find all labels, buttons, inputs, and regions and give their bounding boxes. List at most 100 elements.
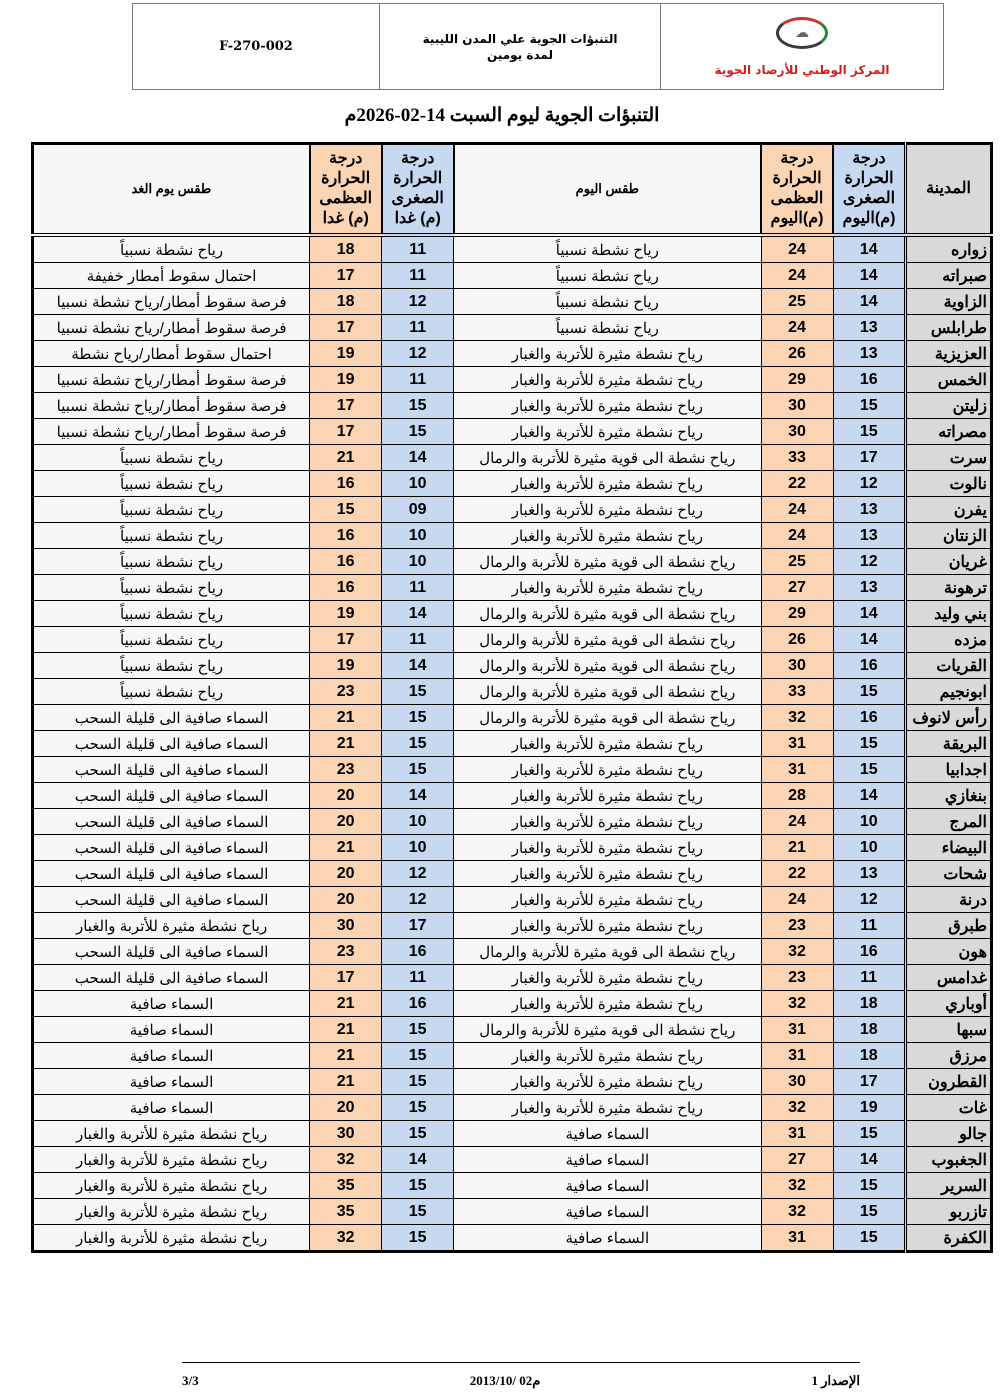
cell-weather-tomorrow: فرصة سقوط أمطار/رياح نشطة نسبيا bbox=[31, 392, 311, 419]
cell-min-tomorrow: 16 bbox=[381, 990, 455, 1017]
table-row: مصراته 15 30 رياح نشطة مثيرة للأتربة والغبا… bbox=[31, 418, 992, 445]
cell-city: صبراته bbox=[904, 262, 992, 289]
cell-min-today: 13 bbox=[832, 860, 906, 887]
cell-city: زليتن bbox=[904, 392, 992, 419]
cell-weather-tomorrow: رياح نشطة نسبياً bbox=[31, 626, 311, 653]
cell-min-tomorrow: 15 bbox=[381, 1198, 455, 1225]
cell-weather-tomorrow: فرصة سقوط أمطار/رياح نشطة نسبيا bbox=[31, 366, 311, 393]
cell-weather-tomorrow: السماء صافية الى قليلة السحب bbox=[31, 730, 311, 757]
cell-weather-today: رياح نشطة مثيرة للأتربة والغبار bbox=[453, 782, 762, 809]
cell-city: أوباري bbox=[904, 990, 992, 1017]
cell-weather-today: رياح نشطة نسبياً bbox=[453, 234, 762, 263]
cell-weather-today: رياح نشطة مثيرة للأتربة والغبار bbox=[453, 522, 762, 549]
cell-weather-today: رياح نشطة الى قوية مثيرة للأتربة والرمال bbox=[453, 652, 762, 679]
cell-city: جالو bbox=[904, 1120, 992, 1147]
cell-max-today: 24 bbox=[760, 314, 834, 341]
cell-min-today: 10 bbox=[832, 808, 906, 835]
cell-min-today: 15 bbox=[832, 392, 906, 419]
col-weather-tomorrow: طقس يوم الغد bbox=[31, 142, 311, 237]
cell-weather-today: رياح نشطة مثيرة للأتربة والغبار bbox=[453, 990, 762, 1017]
cell-city: طبرق bbox=[904, 912, 992, 939]
cell-weather-today: رياح نشطة مثيرة للأتربة والغبار bbox=[453, 834, 762, 861]
cell-weather-tomorrow: السماء صافية الى قليلة السحب bbox=[31, 756, 311, 783]
cell-max-today: 32 bbox=[760, 1172, 834, 1199]
col-max-today: درجة الحرارة العظمى (م)اليوم bbox=[760, 142, 834, 237]
cell-city: العزيزية bbox=[904, 340, 992, 367]
cell-min-today: 15 bbox=[832, 1120, 906, 1147]
table-row: زليتن 15 30 رياح نشطة مثيرة للأتربة والغبار… bbox=[31, 392, 992, 419]
cell-weather-tomorrow: السماء صافية الى قليلة السحب bbox=[31, 886, 311, 913]
document-title-line1: التنبؤات الجوية علي المدن الليبية bbox=[422, 31, 618, 46]
cell-min-tomorrow: 15 bbox=[381, 1172, 455, 1199]
cell-city: شحات bbox=[904, 860, 992, 887]
cell-weather-tomorrow: السماء صافية bbox=[31, 1094, 311, 1121]
cell-city: القطرون bbox=[904, 1068, 992, 1095]
cell-max-tomorrow: 23 bbox=[309, 938, 383, 965]
cell-max-tomorrow: 30 bbox=[309, 912, 383, 939]
cell-max-tomorrow: 32 bbox=[309, 1224, 383, 1252]
cell-weather-tomorrow: السماء صافية bbox=[31, 1042, 311, 1069]
table-row: زواره 14 24 رياح نشطة نسبياً 11 18 رياح نشطة ن… bbox=[31, 234, 992, 263]
cell-max-tomorrow: 20 bbox=[309, 860, 383, 887]
cell-weather-today: رياح نشطة نسبياً bbox=[453, 314, 762, 341]
cell-min-today: 12 bbox=[832, 470, 906, 497]
cell-weather-today: رياح نشطة مثيرة للأتربة والغبار bbox=[453, 1094, 762, 1121]
col-max-tomorrow: درجة الحرارة العظمى (م) غدا bbox=[308, 142, 383, 237]
cell-city: زواره bbox=[904, 234, 992, 263]
cell-weather-tomorrow: رياح نشطة نسبياً bbox=[31, 652, 311, 679]
col-min-today: درجة الحرارة الصغرى (م)اليوم bbox=[832, 142, 907, 237]
cell-city: يفرن bbox=[904, 496, 992, 523]
cell-city: سبها bbox=[904, 1016, 992, 1043]
cell-max-tomorrow: 20 bbox=[309, 782, 383, 809]
weather-logo-icon: ☁ bbox=[776, 16, 828, 49]
cell-max-today: 33 bbox=[760, 444, 834, 471]
version: الإصدار 1 bbox=[811, 1373, 860, 1388]
cell-max-today: 31 bbox=[760, 756, 834, 783]
cell-min-tomorrow: 11 bbox=[381, 626, 455, 653]
cell-max-today: 26 bbox=[760, 626, 834, 653]
cell-min-today: 15 bbox=[832, 756, 906, 783]
cell-min-today: 14 bbox=[832, 626, 906, 653]
col-min-tomorrow: درجة الحرارة الصغرى (م) غدا bbox=[380, 142, 455, 237]
cell-max-today: 32 bbox=[760, 990, 834, 1017]
cell-weather-tomorrow: رياح نشطة نسبياً bbox=[31, 522, 311, 549]
cell-min-tomorrow: 11 bbox=[381, 314, 455, 341]
cell-max-today: 24 bbox=[760, 262, 834, 289]
cell-max-today: 28 bbox=[760, 782, 834, 809]
cell-min-tomorrow: 17 bbox=[381, 912, 455, 939]
cell-min-today: 15 bbox=[832, 678, 906, 705]
table-row: غات 19 32 رياح نشطة مثيرة للأتربة والغبار 15… bbox=[31, 1094, 992, 1121]
cell-max-today: 31 bbox=[760, 1224, 834, 1252]
table-row: غريان 12 25 رياح نشطة الى قوية مثيرة للأترب… bbox=[31, 548, 992, 575]
table-row: ترهونة 13 27 رياح نشطة مثيرة للأتربة والغبا… bbox=[31, 574, 992, 601]
cell-min-today: 11 bbox=[832, 964, 906, 991]
cell-min-today: 16 bbox=[832, 704, 906, 731]
cell-max-today: 33 bbox=[760, 678, 834, 705]
cell-city: الجغبوب bbox=[904, 1146, 992, 1173]
cell-weather-tomorrow: رياح نشطة نسبياً bbox=[31, 470, 311, 497]
cell-weather-today: رياح نشطة الى قوية مثيرة للأتربة والرمال bbox=[453, 626, 762, 653]
cell-weather-today: رياح نشطة مثيرة للأتربة والغبار bbox=[453, 860, 762, 887]
cell-min-tomorrow: 10 bbox=[381, 808, 455, 835]
cell-weather-tomorrow: رياح نشطة مثيرة للأتربة والغبار bbox=[31, 1224, 311, 1252]
cell-min-tomorrow: 10 bbox=[381, 470, 455, 497]
cell-weather-tomorrow: رياح نشطة مثيرة للأتربة والغبار bbox=[31, 912, 311, 939]
table-row: ابونجيم 15 33 رياح نشطة الى قوية مثيرة للأت… bbox=[31, 678, 992, 705]
table-row: يفرن 13 24 رياح نشطة مثيرة للأتربة والغبار 0… bbox=[31, 496, 992, 523]
cell-max-today: 30 bbox=[760, 418, 834, 445]
cell-min-today: 15 bbox=[832, 418, 906, 445]
cell-min-tomorrow: 15 bbox=[381, 678, 455, 705]
table-row: هون 16 32 رياح نشطة الى قوية مثيرة للأتربة … bbox=[31, 938, 992, 965]
document-title-line2: لمدة يومين bbox=[487, 47, 553, 62]
cell-min-today: 11 bbox=[832, 912, 906, 939]
cell-max-today: 27 bbox=[760, 1146, 834, 1173]
cell-weather-today: رياح نشطة الى قوية مثيرة للأتربة والرمال bbox=[453, 704, 762, 731]
cell-max-today: 31 bbox=[760, 730, 834, 757]
cell-weather-today: رياح نشطة نسبياً bbox=[453, 262, 762, 289]
cell-max-today: 32 bbox=[760, 1198, 834, 1225]
cell-weather-today: رياح نشطة نسبياً bbox=[453, 288, 762, 315]
cell-weather-today: رياح نشطة الى قوية مثيرة للأتربة والرمال bbox=[453, 600, 762, 627]
cell-max-tomorrow: 18 bbox=[309, 288, 383, 315]
cell-min-tomorrow: 14 bbox=[381, 652, 455, 679]
cell-min-today: 18 bbox=[832, 1016, 906, 1043]
